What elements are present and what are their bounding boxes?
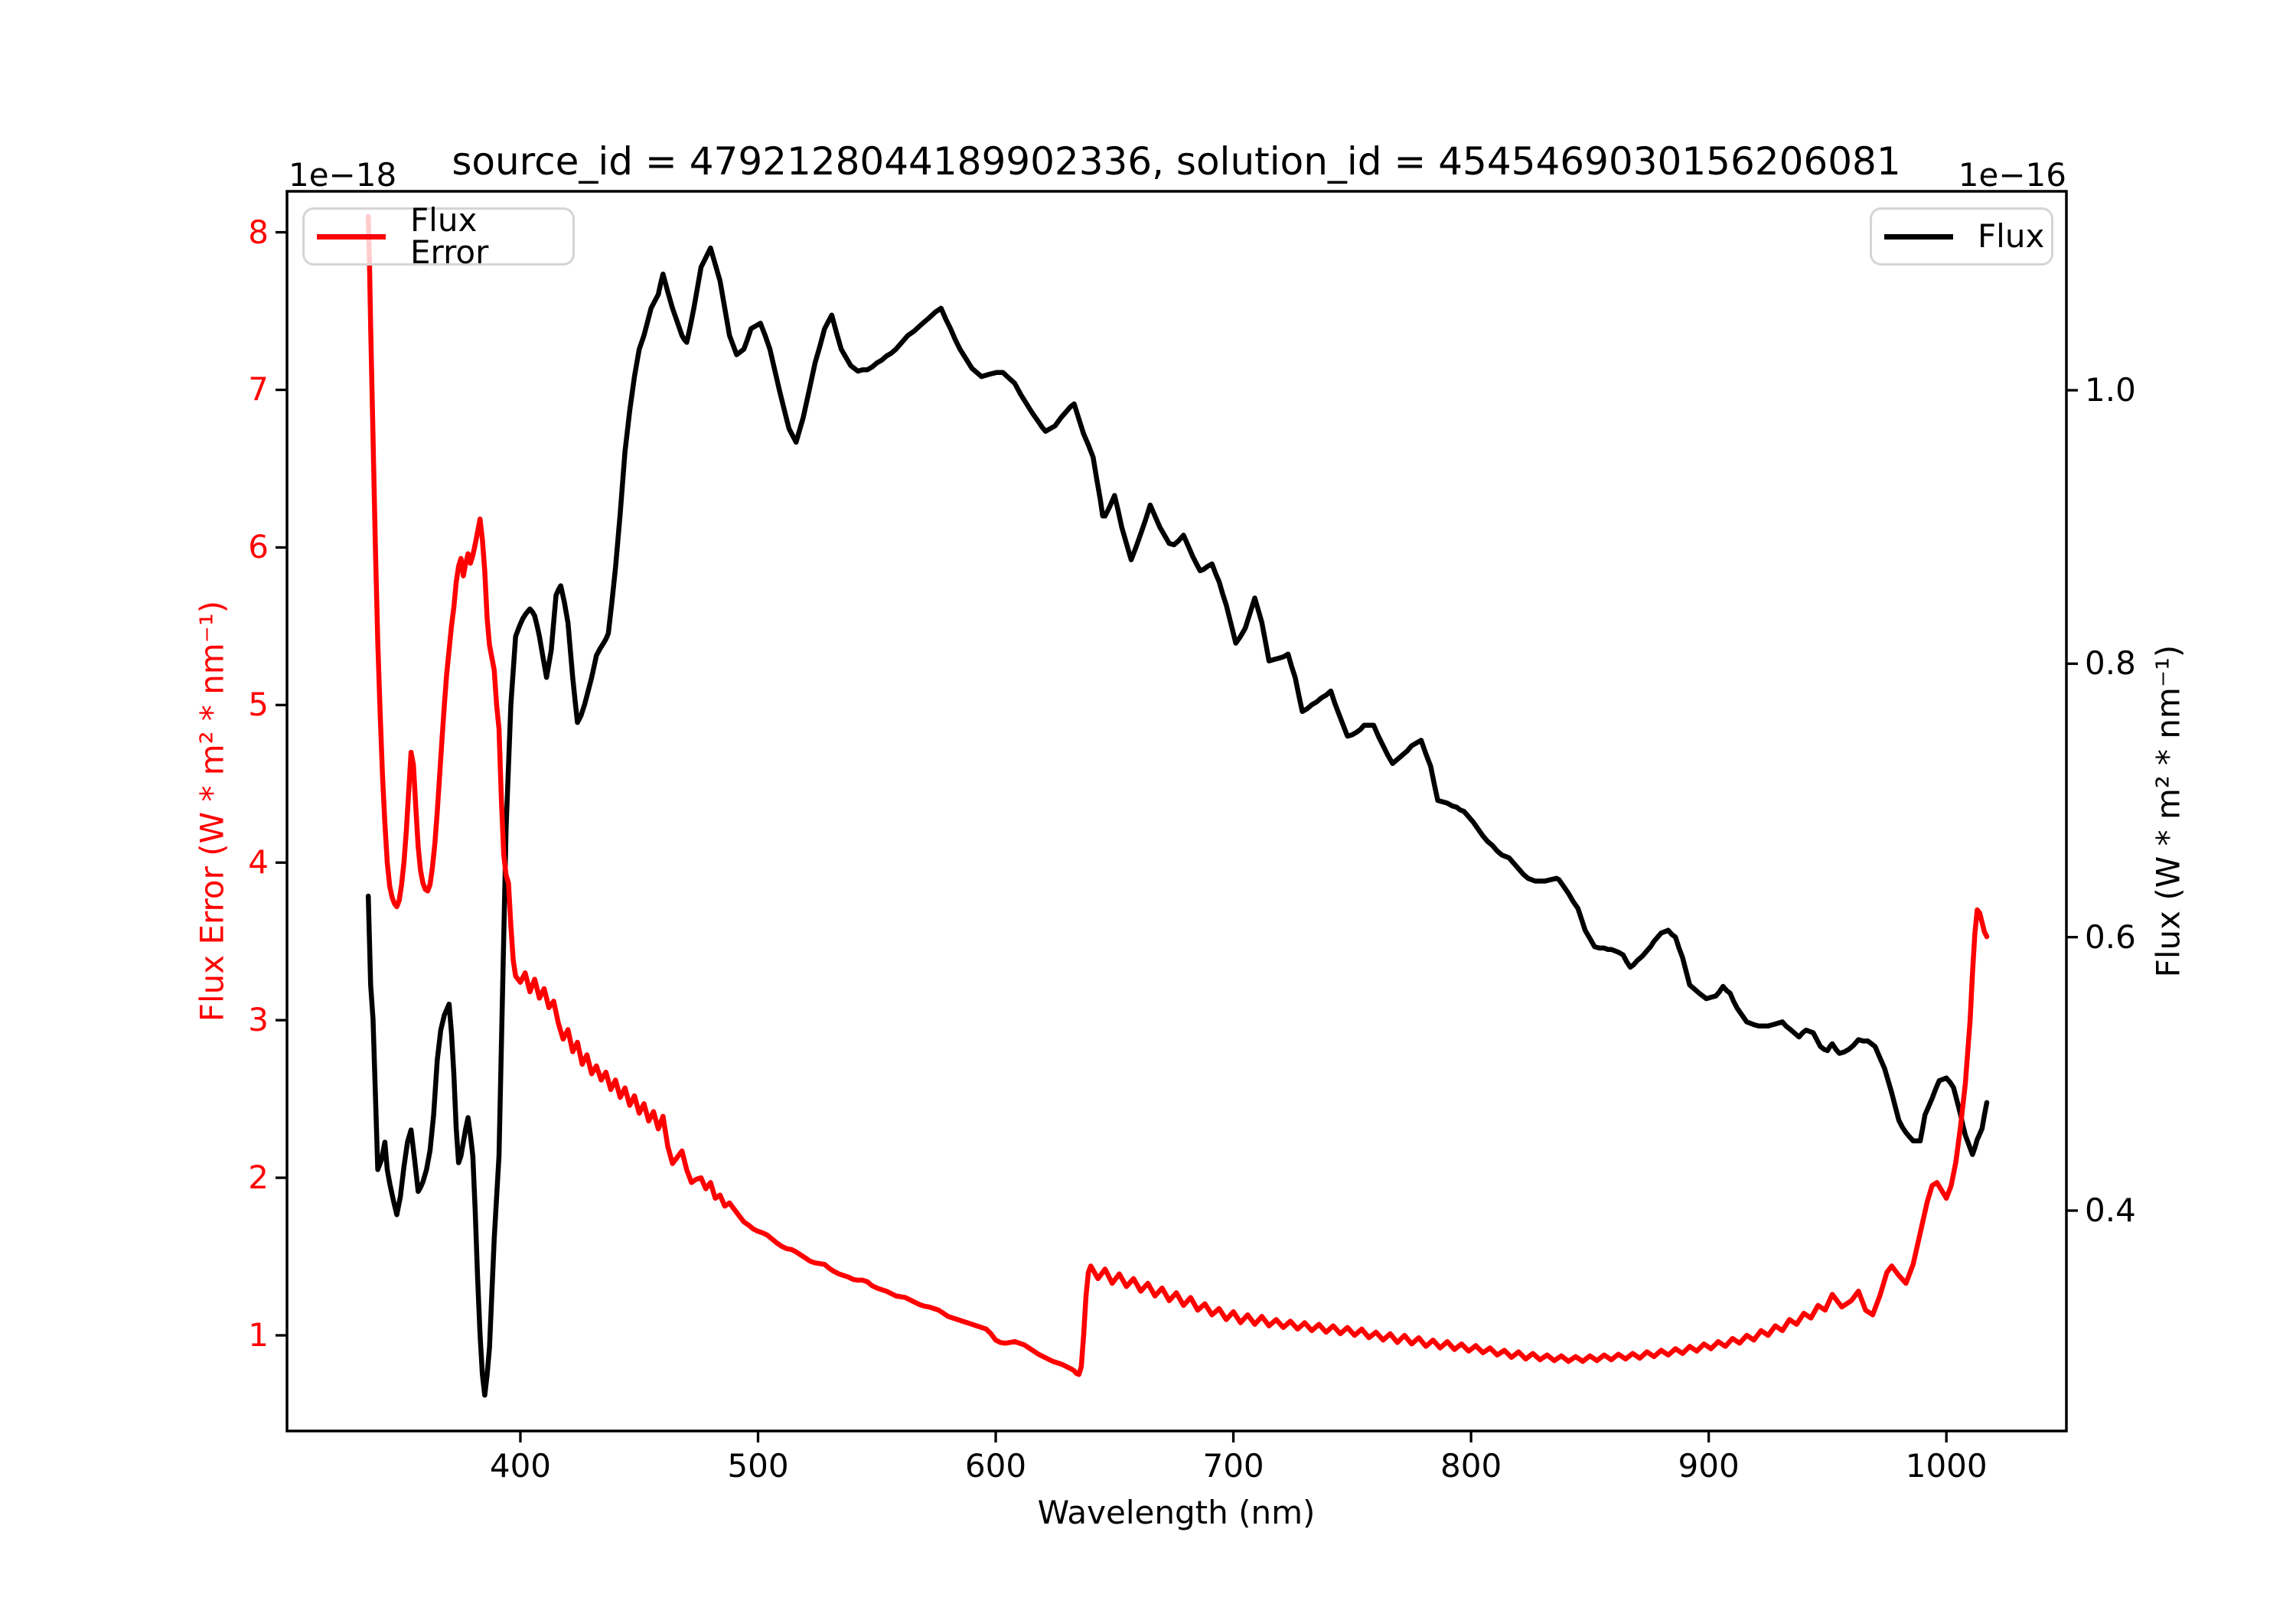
y-left-offset-label: 1e−18 — [289, 156, 397, 194]
x-tick-label: 500 — [727, 1447, 789, 1485]
y-right-tick-label: 0.8 — [2085, 644, 2136, 683]
x-tick-label: 800 — [1440, 1447, 1502, 1485]
x-tick-label: 900 — [1678, 1447, 1740, 1485]
tick-marks — [276, 230, 2078, 1442]
legend-label-flux: Flux — [1978, 217, 2045, 255]
y-left-tick-label: 7 — [248, 370, 269, 409]
y-left-tick-label: 8 — [248, 213, 269, 251]
y-left-tick-label: 1 — [248, 1316, 269, 1354]
legend-flux-error: Flux Error — [302, 201, 575, 271]
y-left-tick-label: 2 — [248, 1159, 269, 1197]
x-tick-label: 600 — [964, 1447, 1027, 1485]
plot-title: source_id = 4792128044189902336, solutio… — [452, 139, 1901, 184]
legend-label-flux-error: Flux Error — [410, 201, 489, 271]
x-tick-label: 1000 — [1905, 1447, 1988, 1485]
curve-flux-error — [365, 214, 1990, 1377]
legend-line-flux-icon — [1884, 233, 1953, 240]
y-right-offset-label: 1e−16 — [1958, 156, 2066, 194]
x-axis-label: Wavelength (nm) — [1037, 1494, 1316, 1531]
curve-flux — [365, 245, 1990, 1398]
y-left-tick-label: 6 — [248, 528, 269, 566]
y-right-tick-label: 0.4 — [2085, 1191, 2136, 1229]
legend-line-flux-error-icon — [317, 233, 386, 240]
y-left-axis-label: Flux Error (W * m² * nm⁻¹) — [193, 600, 231, 1022]
y-right-axis-label: Flux (W * m² * nm⁻¹) — [2149, 644, 2187, 978]
x-tick-label: 700 — [1202, 1447, 1264, 1485]
curves — [365, 214, 1990, 1398]
axes-frame — [285, 190, 2068, 1433]
y-right-tick-label: 1.0 — [2085, 370, 2136, 409]
legend-flux: Flux — [1870, 207, 2053, 266]
y-left-tick-label: 3 — [248, 1001, 269, 1039]
y-left-tick-label: 4 — [248, 843, 269, 882]
x-tick-label: 400 — [489, 1447, 552, 1485]
y-left-tick-label: 5 — [248, 686, 269, 724]
y-right-tick-label: 0.6 — [2085, 918, 2136, 956]
